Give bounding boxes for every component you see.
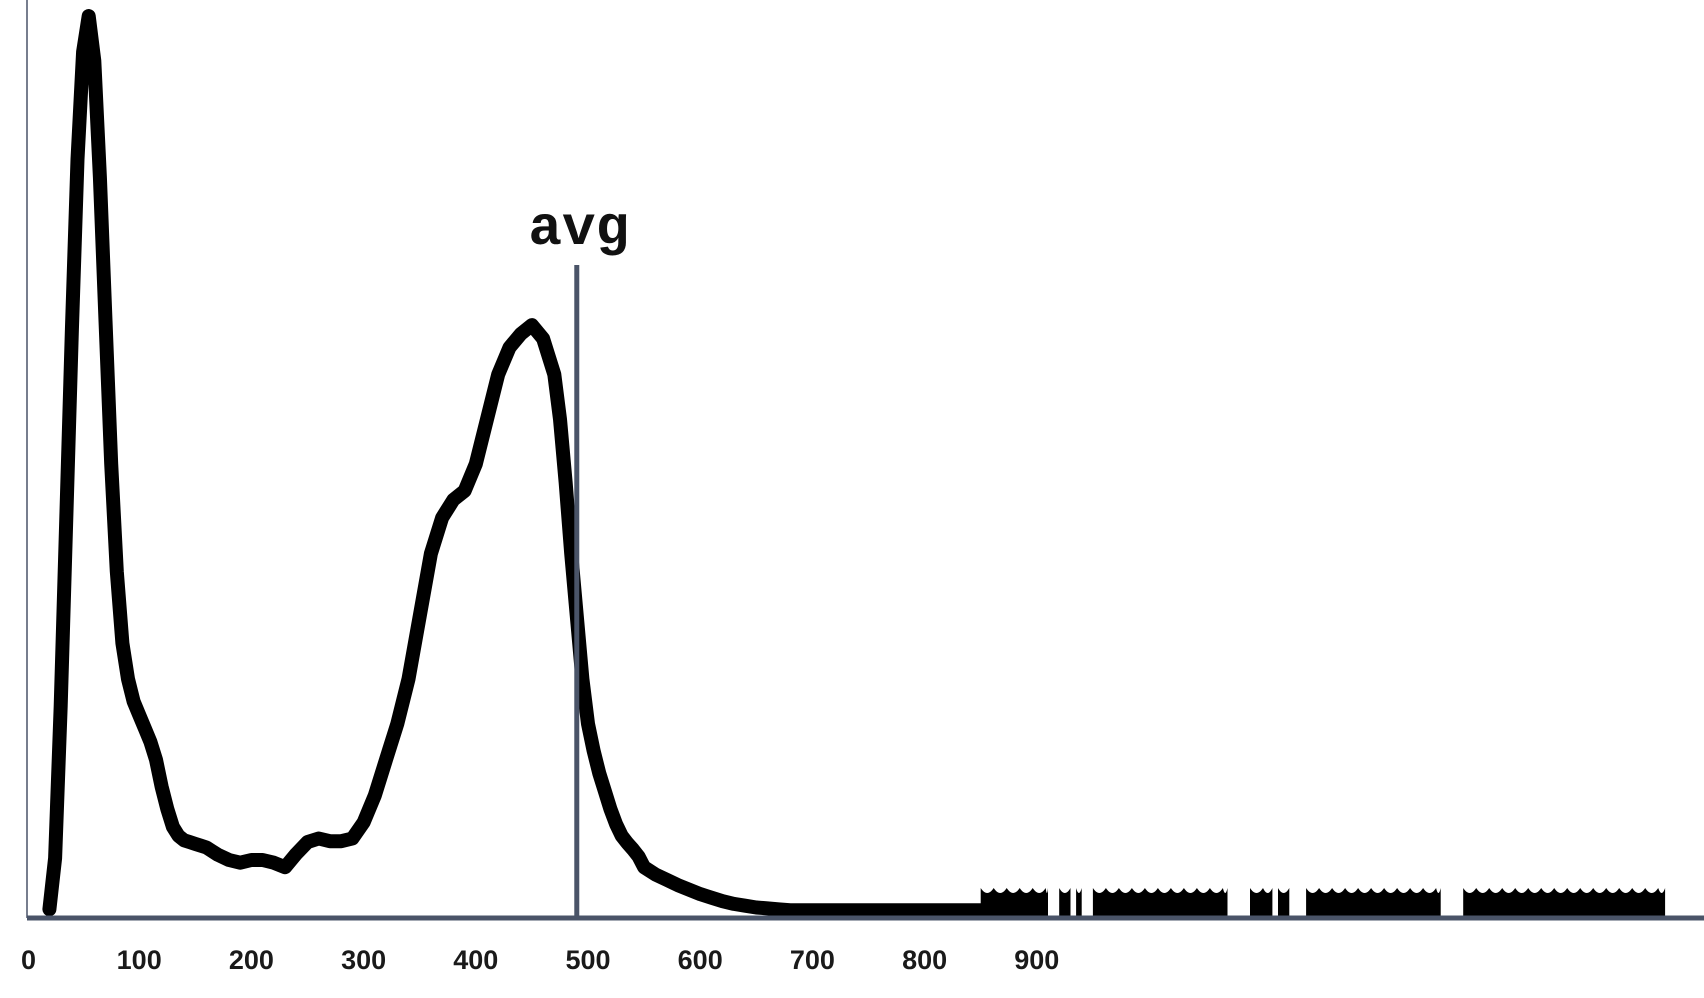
x-tick-label: 500 <box>565 945 610 975</box>
x-tick-label: 100 <box>117 945 162 975</box>
x-tick-label: 800 <box>902 945 947 975</box>
x-tick-label: 600 <box>678 945 723 975</box>
rug-segment <box>1463 888 1666 916</box>
x-tick-label: 700 <box>790 945 835 975</box>
x-tick-labels: 0 100 200 300 400 500 600 700 800 900 <box>21 945 1059 975</box>
x-tick-label: 0 <box>21 945 36 975</box>
x-tick-label: 300 <box>341 945 386 975</box>
x-tick-label: 400 <box>453 945 498 975</box>
rug-marks <box>980 888 1666 916</box>
avg-label: avg <box>528 197 629 261</box>
density-curve <box>42 9 988 918</box>
rug-segment <box>1278 888 1290 916</box>
rug-segment <box>1076 888 1082 916</box>
x-tick-label: 900 <box>1014 945 1059 975</box>
rug-segment <box>980 888 1048 916</box>
rug-segment <box>1092 888 1228 916</box>
rug-segment <box>1306 888 1441 916</box>
x-tick-label: 200 <box>229 945 274 975</box>
rug-segment <box>1250 888 1273 916</box>
density-curve-group <box>42 9 988 918</box>
rug-segment <box>1059 888 1071 916</box>
